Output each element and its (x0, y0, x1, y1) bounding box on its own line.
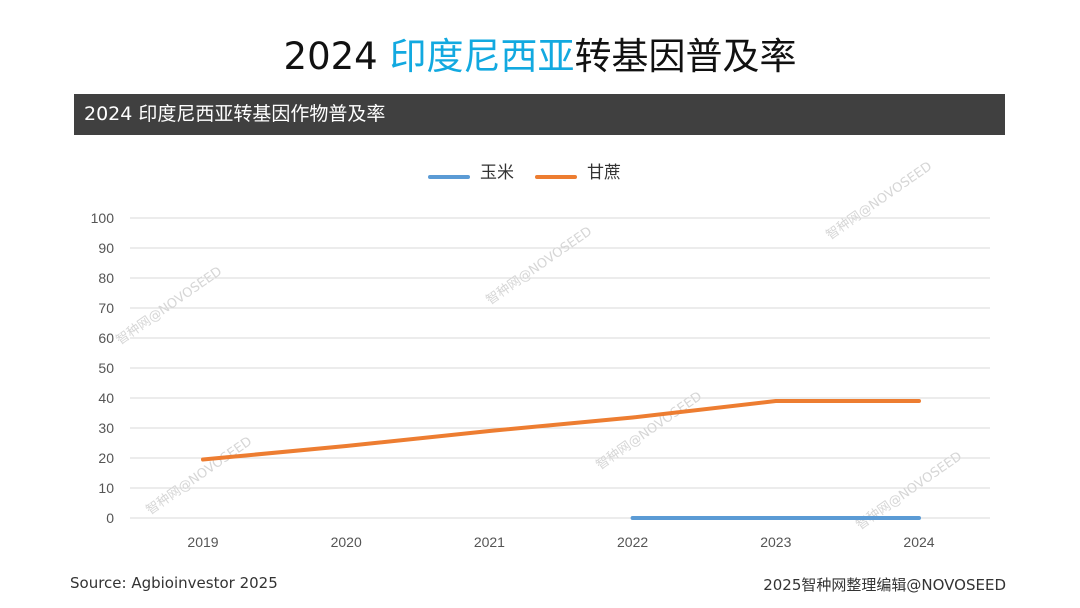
x-tick-label: 2019 (187, 534, 218, 550)
y-tick-label: 40 (98, 390, 114, 406)
y-tick-label: 70 (98, 300, 114, 316)
chart-header-bar: 2024 印度尼西亚转基因作物普及率 (74, 94, 1005, 135)
watermark-text: 智种网@NOVOSEED (484, 224, 595, 308)
watermark-text: 智种网@NOVOSEED (114, 264, 225, 348)
y-tick-label: 90 (98, 240, 114, 256)
watermark-text: 智种网@NOVOSEED (594, 389, 705, 473)
y-tick-label: 0 (106, 510, 114, 526)
chart-subtitle: 2024 印度尼西亚转基因作物普及率 (84, 103, 386, 125)
legend-swatch-series-1 (535, 175, 577, 179)
x-tick-label: 2020 (331, 534, 362, 550)
y-tick-label: 20 (98, 450, 114, 466)
x-tick-label: 2023 (760, 534, 791, 550)
y-tick-label: 30 (98, 420, 114, 436)
title-year: 2024 (283, 35, 378, 78)
x-tick-label: 2021 (474, 534, 505, 550)
y-tick-label: 60 (98, 330, 114, 346)
page-title: 2024 印度尼西亚转基因普及率 (0, 32, 1080, 82)
watermark-text: 智种网@NOVOSEED (854, 449, 965, 533)
legend-label-series-0: 玉米 (480, 163, 514, 183)
y-tick-label: 100 (91, 210, 115, 226)
x-tick-label: 2024 (903, 534, 934, 550)
credit-note: 2025智种网整理编辑@NOVOSEED (763, 576, 1006, 594)
legend-swatch-series-0 (428, 175, 470, 179)
title-country: 印度尼西亚 (389, 35, 575, 78)
source-note: Source: Agbioinvestor 2025 (70, 574, 278, 592)
series-line-1 (201, 399, 921, 462)
legend-label-series-1: 甘蔗 (587, 163, 621, 183)
title-rest: 转基因普及率 (574, 35, 797, 78)
watermark-text: 智种网@NOVOSEED (144, 434, 255, 518)
y-tick-label: 10 (98, 480, 114, 496)
y-tick-label: 50 (98, 360, 114, 376)
y-tick-label: 80 (98, 270, 114, 286)
x-tick-label: 2022 (617, 534, 648, 550)
chart-legend: 玉米 甘蔗 (0, 158, 1080, 188)
